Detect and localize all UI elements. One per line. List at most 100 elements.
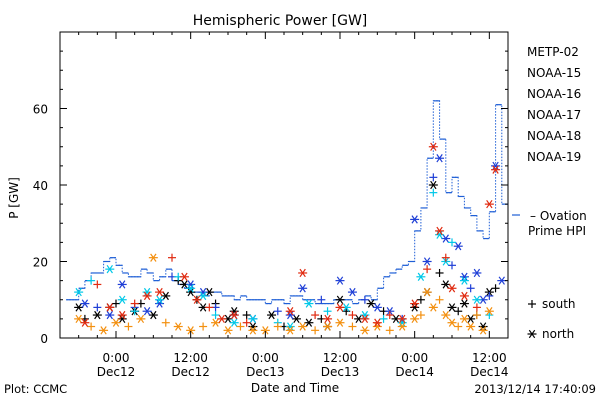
noaa-19-point: [335, 303, 345, 312]
noaa-15-point: [466, 284, 475, 293]
legend: METP-02 NOAA-15 NOAA-16 NOAA-17 NOAA-18 NOAA-…: [512, 45, 587, 341]
noaa-15-point: [497, 276, 507, 285]
metp-02-point: [117, 314, 127, 324]
noaa-19-point: [385, 311, 394, 320]
noaa-18-point: [248, 326, 258, 335]
noaa-18-point: [372, 322, 382, 331]
noaa-18-point: [99, 326, 109, 335]
noaa-16-point: [397, 318, 407, 327]
noaa-16-point: [459, 276, 469, 285]
noaa-16-point: [74, 287, 84, 297]
x-tick-date-label: Dec14: [395, 365, 434, 379]
noaa-19-point: [447, 284, 457, 293]
legend-entry: NOAA-17: [527, 108, 581, 122]
noaa-19-point: [93, 280, 102, 289]
noaa-16-point: [304, 299, 314, 308]
metp-02-point: [92, 310, 102, 320]
legend-entry: NOAA-16: [527, 87, 581, 101]
noaa-16-point: [448, 238, 456, 247]
noaa-18-point: [111, 318, 121, 327]
noaa-18-point: [447, 318, 457, 327]
noaa-15-point: [491, 161, 501, 171]
metp-02-point: [491, 284, 500, 293]
noaa-15-point: [93, 303, 102, 312]
noaa-18-point: [74, 314, 84, 324]
noaa-19-point: [423, 265, 432, 274]
metp-02-point: [478, 322, 488, 331]
metp-02-point: [366, 299, 376, 308]
noaa-18-point: [335, 318, 345, 327]
noaa-15-point: [441, 234, 451, 243]
noaa-18-point: [466, 322, 476, 331]
metp-02-point: [148, 310, 158, 320]
y-axis-label: P [GW]: [7, 177, 21, 219]
noaa-19-point: [229, 310, 239, 320]
noaa-19-point: [459, 291, 469, 301]
noaa-15-point: [142, 307, 152, 316]
metp-02-point: [459, 299, 469, 308]
noaa-16-point: [211, 311, 220, 320]
noaa-18-point: [478, 326, 488, 335]
metp-02-point: [267, 310, 277, 320]
noaa-18-point: [459, 314, 469, 324]
y-tick-label: 60: [33, 103, 48, 117]
noaa-18-point: [211, 318, 221, 327]
noaa-15-point: [198, 287, 208, 297]
noaa-15-point: [372, 303, 382, 312]
metp-02-point: [248, 322, 258, 331]
noaa-19-point: [117, 310, 127, 320]
noaa-18-point: [428, 303, 438, 312]
noaa-15-point: [429, 173, 438, 182]
plot-timestamp: 2013/12/14 17:40:09: [474, 382, 596, 396]
noaa-15-point: [285, 310, 295, 320]
noaa-16-point: [117, 295, 127, 304]
noaa-19-point: [105, 303, 115, 312]
metp-02-point: [186, 287, 196, 297]
noaa-15-point: [459, 272, 469, 281]
legend-symbol-label: north: [542, 327, 574, 341]
points-layer: [74, 142, 507, 335]
noaa-18-point: [273, 322, 282, 331]
y-tick-label: 20: [33, 256, 48, 270]
metp-02-point: [435, 268, 444, 277]
x-tick-date-label: Dec12: [97, 365, 136, 379]
noaa-15-point: [186, 280, 196, 289]
noaa-18-point: [323, 322, 333, 331]
noaa-18-point: [298, 322, 308, 331]
noaa-15-point: [335, 276, 345, 285]
noaa-16-point: [87, 276, 96, 285]
noaa-19-point: [242, 318, 251, 327]
x-tick-time-label: 0:00: [252, 351, 279, 365]
legend-ovation-line2: Prime HPI: [528, 224, 586, 238]
noaa-16-point: [379, 314, 388, 323]
metp-02-point: [447, 303, 457, 312]
noaa-16-point: [248, 314, 258, 324]
noaa-16-point: [130, 307, 139, 316]
noaa-15-point: [317, 295, 326, 304]
legend-ovation-line1: – Ovation: [530, 209, 587, 223]
noaa-15-point: [435, 154, 445, 163]
noaa-16-point: [360, 310, 370, 320]
noaa-18-point: [410, 314, 420, 324]
noaa-18-point: [124, 322, 133, 331]
noaa-18-point: [173, 322, 183, 331]
noaa-15-point: [453, 242, 463, 251]
metp-02-point: [410, 303, 420, 312]
noaa-18-point: [441, 310, 451, 320]
noaa-19-point: [397, 314, 407, 324]
noaa-18-point: [385, 326, 394, 335]
x-tick-time-label: 12:00: [173, 351, 208, 365]
noaa-15-point: [448, 261, 456, 270]
metp-02-point: [441, 280, 451, 289]
metp-02-point: [416, 295, 425, 304]
metp-02-point: [304, 318, 314, 327]
x-tick-time-label: 0:00: [103, 351, 130, 365]
noaa-19-point: [179, 272, 189, 281]
noaa-16-point: [142, 287, 152, 297]
metp-02-point: [291, 314, 301, 324]
legend-north-marker: [527, 329, 537, 339]
metp-02-point: [242, 311, 251, 320]
noaa-19-point: [372, 318, 382, 327]
noaa-18-point: [348, 322, 357, 331]
